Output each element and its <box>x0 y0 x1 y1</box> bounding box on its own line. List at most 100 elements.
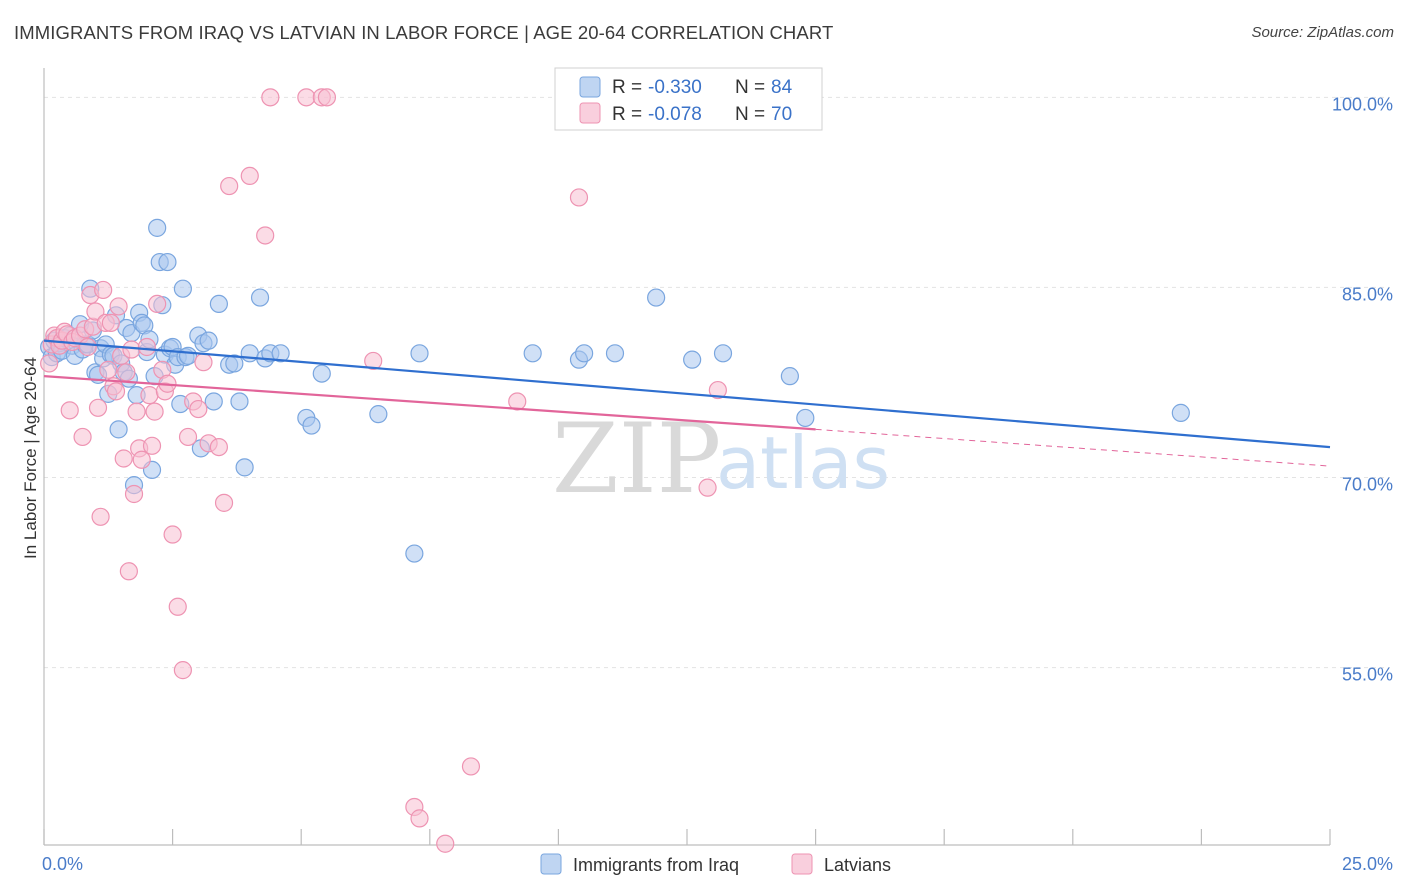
iraq-point <box>178 346 198 365</box>
latvian-point <box>148 294 167 313</box>
latvian-point <box>117 363 136 382</box>
legend-n-value: 84 <box>771 77 793 98</box>
watermark-atlas: atlas <box>716 421 890 505</box>
latvian-point <box>99 360 118 379</box>
iraq-point <box>605 344 625 363</box>
latvian-point <box>101 313 120 333</box>
iraq-point <box>204 392 223 411</box>
y-tick-label: 55.0% <box>1342 665 1393 685</box>
iraq-point <box>369 405 388 424</box>
latvian-point <box>436 834 455 853</box>
latvian-point <box>698 478 717 497</box>
latvian-point <box>114 449 133 468</box>
bottom-legend-label-latvians: Latvians <box>824 855 891 875</box>
watermark: ZIP atlas <box>552 403 890 515</box>
latvian-point <box>40 354 59 373</box>
legend-n-label: N = <box>735 104 765 125</box>
iraq-point <box>523 344 542 363</box>
source-label: Source: ZipAtlas.com <box>1251 24 1394 41</box>
latvian-point <box>240 166 259 186</box>
legend-n-label: N = <box>735 77 765 98</box>
legend-r-label: R = <box>612 104 642 125</box>
iraq-point <box>1171 403 1190 422</box>
iraq-trend-line <box>43 339 1331 449</box>
latvian-point <box>508 392 527 411</box>
iraq-point <box>230 392 249 411</box>
iraq-point <box>302 416 321 435</box>
bottom-legend-swatch-iraq <box>540 853 562 875</box>
latvian-point <box>106 382 126 401</box>
iraq-point <box>647 288 666 307</box>
latvian-point <box>119 562 138 581</box>
latvian-point <box>256 226 275 245</box>
latvian-point <box>122 340 141 359</box>
latvian-point <box>78 337 97 357</box>
axes <box>43 68 1331 846</box>
latvian-point <box>73 427 92 447</box>
y-axis-title: In Labor Force | Age 20-64 <box>21 357 40 559</box>
latvian-point <box>88 398 108 417</box>
latvian-point <box>297 88 316 107</box>
iraq-point <box>780 367 799 386</box>
latvian-trend-line <box>43 375 816 431</box>
legend-swatch-latvians <box>579 102 601 124</box>
x-tick-label: 25.0% <box>1342 854 1393 874</box>
latvian-point <box>109 297 128 316</box>
iraq-point <box>796 408 815 428</box>
latvian-point <box>163 525 182 544</box>
latvian-point <box>317 88 337 107</box>
legend-n-value: 70 <box>771 104 792 125</box>
latvian-point <box>209 437 228 457</box>
latvian-point <box>173 661 192 680</box>
legend-r-value: -0.078 <box>648 104 702 125</box>
y-tick-label: 70.0% <box>1342 475 1393 495</box>
latvian-point <box>94 280 113 300</box>
chart-title: IMMIGRANTS FROM IRAQ VS LATVIAN IN LABOR… <box>14 22 834 43</box>
latvian-point <box>124 484 144 504</box>
iraq-point <box>199 331 218 350</box>
latvian-point <box>137 337 156 357</box>
iraq-point <box>312 364 331 383</box>
latvian-point <box>214 493 234 512</box>
y-tick-labels: 55.0% 70.0% 85.0% 100.0% <box>1332 94 1393 684</box>
iraq-point <box>235 458 254 477</box>
legend-r-value: -0.330 <box>648 77 702 98</box>
legend-r-label: R = <box>612 77 642 98</box>
iraq-point <box>173 279 192 298</box>
data-points <box>40 88 1190 853</box>
latvian-point <box>220 176 239 196</box>
latvian-point <box>569 188 589 207</box>
latvian-point <box>708 380 727 400</box>
iraq-point <box>225 354 244 373</box>
x-tick-labels: 0.0% 25.0% <box>42 854 1393 874</box>
legend-swatch-iraq <box>579 76 601 98</box>
iraq-point <box>109 420 128 439</box>
latvian-point <box>91 507 110 526</box>
iraq-point <box>209 294 228 313</box>
bottom-legend-label-iraq: Immigrants from Iraq <box>573 855 739 875</box>
iraq-point <box>271 344 290 363</box>
latvian-point <box>194 353 213 372</box>
latvian-point <box>142 436 162 455</box>
legend-row-iraq: R = -0.330 N = 84 <box>579 76 793 98</box>
x-tick-label: 0.0% <box>42 854 83 874</box>
latvian-point <box>127 402 146 421</box>
latvian-point <box>364 351 383 371</box>
iraq-point <box>405 544 424 563</box>
iraq-point <box>575 344 594 363</box>
latvian-point <box>132 450 151 469</box>
iraq-point <box>713 344 733 363</box>
iraq-point <box>683 350 702 369</box>
latvian-point <box>461 757 481 776</box>
trend-lines <box>43 339 1331 467</box>
bottom-legend: Immigrants from Iraq Latvians <box>540 853 891 875</box>
latvian-point <box>178 427 198 447</box>
latvian-point <box>261 88 280 107</box>
latvian-point <box>410 809 429 828</box>
iraq-point <box>148 218 167 237</box>
watermark-zip: ZIP <box>552 403 721 515</box>
y-tick-label: 100.0% <box>1332 94 1393 114</box>
iraq-point <box>158 252 177 272</box>
latvian-point <box>60 401 79 420</box>
